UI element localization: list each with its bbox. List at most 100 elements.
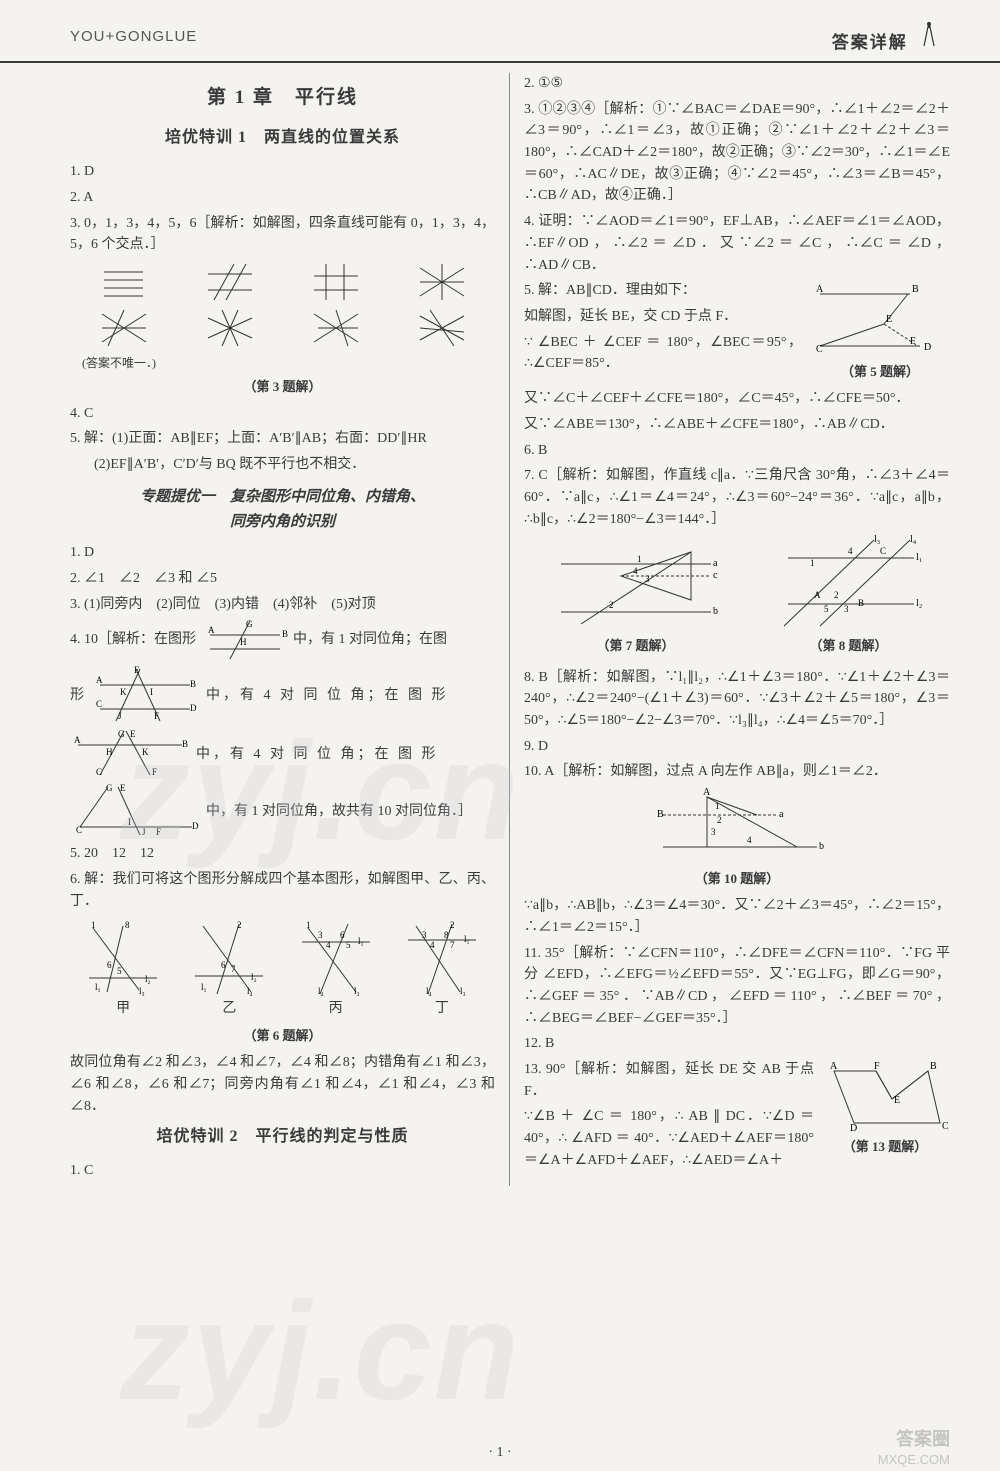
fig13-caption: （第 13 题解） bbox=[820, 1137, 950, 1157]
fig8-box: l₃l₄l₁l₂4CA523B1 （第 8 题解） bbox=[774, 534, 924, 662]
right-q7: 7. C［解析：如解图，作直线 c∥a．∵三角尺含 30°角，∴∠3＋∠4＝60… bbox=[524, 465, 950, 530]
svg-text:H: H bbox=[106, 747, 113, 757]
subsection-1a: 专题提优一 复杂图形中同位角、内错角、 bbox=[70, 486, 495, 509]
svg-text:B: B bbox=[190, 679, 196, 689]
fig3-caption: （第 3 题解） bbox=[70, 377, 495, 397]
svg-text:2: 2 bbox=[237, 920, 242, 930]
svg-text:B: B bbox=[858, 598, 864, 608]
fig13-box: AFBEDC （第 13 题解） bbox=[820, 1059, 950, 1175]
svg-text:l₁: l₁ bbox=[201, 982, 207, 992]
fig6-row: 1865l₁l₂l₃ 甲 267l₁l₂l₄ 乙 13465l₁l₃l₄ 丙 2… bbox=[70, 918, 495, 1020]
svg-text:D: D bbox=[850, 1123, 857, 1134]
fig3-row1 bbox=[70, 262, 495, 302]
svg-text:5: 5 bbox=[824, 604, 829, 614]
svg-text:5: 5 bbox=[346, 940, 351, 950]
fig6-label-1: 甲 bbox=[83, 998, 163, 1020]
svg-text:E: E bbox=[120, 783, 126, 793]
svg-text:2: 2 bbox=[717, 815, 722, 825]
svg-text:4: 4 bbox=[848, 546, 853, 556]
fig3-b bbox=[202, 262, 257, 302]
svg-text:3: 3 bbox=[422, 930, 427, 940]
svg-text:2: 2 bbox=[834, 590, 839, 600]
svg-text:3: 3 bbox=[318, 930, 323, 940]
svg-text:8: 8 bbox=[444, 930, 449, 940]
svg-text:l₃: l₃ bbox=[460, 986, 466, 996]
svg-text:F: F bbox=[154, 711, 159, 721]
svg-text:I: I bbox=[128, 817, 131, 827]
answer-label: 答案详解 bbox=[832, 20, 940, 53]
svg-text:C: C bbox=[880, 546, 886, 556]
left-s4-line1: 4. 10［解析：在图形 ABGH 中，有 1 对同位角；在图 bbox=[70, 619, 495, 661]
svg-text:l₂: l₂ bbox=[145, 974, 151, 984]
svg-text:H: H bbox=[240, 637, 247, 647]
fig7-8-pair: acb1432 （第 7 题解） l₃l₄l₁l₂4CA523B1 （第 8 题… bbox=[524, 534, 950, 662]
svg-text:J: J bbox=[118, 711, 122, 721]
svg-text:E: E bbox=[886, 314, 892, 325]
watermark-2: zyj.cn bbox=[120, 1270, 521, 1432]
right-q5a: 5. 解：AB∥CD．理由如下： bbox=[524, 280, 802, 302]
fig3-d bbox=[414, 262, 469, 302]
left-q1: 1. D bbox=[70, 161, 495, 183]
fig7-box: acb1432 （第 7 题解） bbox=[551, 534, 721, 662]
svg-text:A: A bbox=[703, 787, 711, 798]
fig8-caption: （第 8 题解） bbox=[774, 636, 924, 656]
right-q3: 3. ①②③④［解析：①∵∠BAC＝∠DAE＝90°，∴∠1＋∠2＝∠2＋∠3＝… bbox=[524, 99, 950, 207]
left-s4-line2: 形 ABCDEKIJF 中，有 4 对 同 位 角；在 图 形 bbox=[70, 665, 495, 725]
svg-text:F: F bbox=[874, 1061, 880, 1072]
svg-text:B: B bbox=[657, 809, 664, 820]
fig6-box-1: 1865l₁l₂l₃ 甲 bbox=[83, 918, 163, 1020]
fig3-g bbox=[308, 308, 363, 348]
s4e-text: 中，有 4 对 同 位 角；在 图 形 bbox=[196, 744, 439, 766]
svg-text:A: A bbox=[816, 284, 824, 295]
right-q10b: ∵a∥b，∴AB∥b，∴∠3＝∠4＝30°．又∵∠2＋∠3＝45°，∴∠2＝15… bbox=[524, 895, 950, 938]
s4b-text: 中，有 1 对同位角；在图 bbox=[293, 633, 447, 648]
svg-text:A: A bbox=[814, 590, 821, 600]
svg-text:C: C bbox=[942, 1121, 949, 1132]
footer-brand: 答案圈 bbox=[896, 1425, 950, 1451]
left-s3: 3. (1)同旁内 (2)同位 (3)内错 (4)邻补 (5)对顶 bbox=[70, 594, 495, 616]
svg-text:C: C bbox=[96, 699, 102, 709]
svg-text:3: 3 bbox=[844, 604, 849, 614]
svg-text:7: 7 bbox=[231, 964, 236, 974]
left-q3: 3. 0，1，3，4，5，6［解析：如解图，四条直线可能有 0，1，3，4，5，… bbox=[70, 213, 495, 256]
svg-text:B: B bbox=[930, 1061, 937, 1072]
left-q5a: 5. 解：(1)正面：AB∥EF；上面：A′B′∥AB；右面：DD′∥HR bbox=[70, 428, 495, 450]
svg-text:l₃: l₃ bbox=[874, 534, 880, 545]
right-q8: 8. B［解析：如解图，∵l₁∥l₂，∴∠1＋∠3＝180°．∵∠1＋∠2＋∠3… bbox=[524, 667, 950, 732]
brand-text: YOU+GONGLUE bbox=[70, 28, 197, 45]
fig6-label-2: 乙 bbox=[189, 998, 269, 1020]
left-s4-line3: ABGEHKCF 中，有 4 对 同 位 角；在 图 形 bbox=[70, 729, 495, 779]
svg-text:2: 2 bbox=[609, 600, 614, 610]
svg-text:l₁: l₁ bbox=[464, 934, 470, 944]
right-q5b: 如解图，延长 BE，交 CD 于点 F． bbox=[524, 306, 802, 328]
svg-text:4: 4 bbox=[747, 835, 752, 845]
right-q13a: 13. 90°［解析：如解图，延长 DE 交 AB 于点 F． bbox=[524, 1059, 814, 1102]
svg-text:F: F bbox=[156, 827, 161, 837]
svg-text:J: J bbox=[142, 827, 146, 837]
svg-text:B: B bbox=[182, 739, 188, 749]
svg-text:E: E bbox=[130, 729, 136, 739]
svg-text:7: 7 bbox=[450, 940, 455, 950]
svg-text:l₁: l₁ bbox=[916, 552, 922, 563]
svg-text:5: 5 bbox=[117, 966, 122, 976]
svg-text:C: C bbox=[96, 767, 102, 777]
svg-text:b: b bbox=[819, 841, 824, 852]
s4a-text: 4. 10［解析：在图形 bbox=[70, 633, 196, 648]
svg-text:4: 4 bbox=[633, 566, 638, 576]
svg-text:B: B bbox=[282, 629, 288, 639]
svg-text:1: 1 bbox=[637, 554, 642, 564]
fig10-box: BabA1234 （第 10 题解） bbox=[647, 787, 827, 889]
left-q3-note: (答案不唯一．) bbox=[70, 354, 495, 373]
fig7-caption: （第 7 题解） bbox=[551, 636, 721, 656]
svg-text:D: D bbox=[924, 342, 931, 353]
page-number: · 1 · bbox=[0, 1445, 1000, 1461]
left-s5: 5. 20 12 12 bbox=[70, 843, 495, 865]
s4-fig4: CGEIJFD bbox=[70, 783, 200, 839]
right-q13b: ∵∠B ＋ ∠C ＝ 180°，∴ AB ∥ DC．∵∠D ＝ 40°，∴ ∠A… bbox=[524, 1106, 814, 1171]
svg-text:6: 6 bbox=[107, 960, 112, 970]
left-q5b: (2)EF∥A′B′，C′D′与 BQ 既不平行也不相交． bbox=[70, 454, 495, 476]
svg-text:l₄: l₄ bbox=[247, 986, 253, 996]
svg-text:1: 1 bbox=[306, 920, 311, 930]
svg-text:6: 6 bbox=[340, 930, 345, 940]
s4-fig2: ABCDEKIJF bbox=[90, 665, 200, 725]
